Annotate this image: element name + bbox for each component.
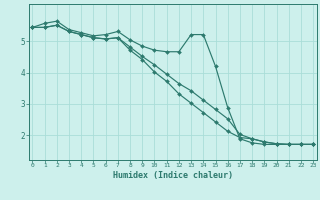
X-axis label: Humidex (Indice chaleur): Humidex (Indice chaleur) [113, 171, 233, 180]
